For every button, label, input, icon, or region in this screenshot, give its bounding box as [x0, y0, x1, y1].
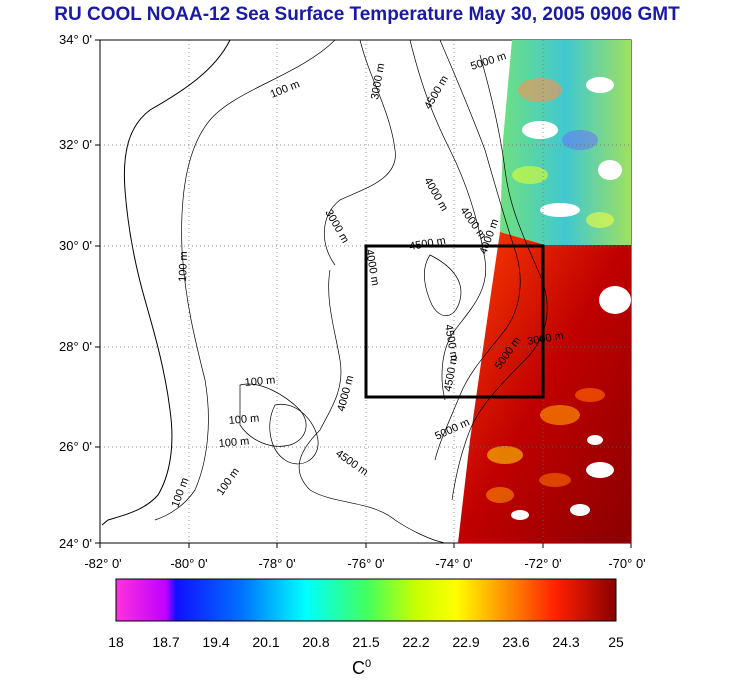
lat-tick-label: 28° 0' [59, 339, 92, 354]
colorbar-label: 21.5 [352, 634, 379, 650]
latitude-labels: 34° 0' 32° 0' 30° 0' 28° 0' 26° 0' 24° 0… [59, 32, 92, 551]
study-area-box [364, 244, 545, 399]
contour-label: 100 m [218, 435, 250, 450]
unit-letter: C [352, 658, 365, 678]
longitude-labels: -82° 0' -80° 0' -78° 0' -76° 0' -74° 0' … [84, 556, 645, 571]
lat-tick-label: 26° 0' [59, 439, 92, 454]
colorbar-label: 25 [608, 634, 624, 650]
lon-tick-label: -82° 0' [84, 556, 121, 571]
unit-superscript: 0 [365, 658, 372, 670]
lon-tick-label: -70° 0' [608, 556, 645, 571]
colorbar-labels: 18 18.7 19.4 20.1 20.8 21.5 22.2 22.9 23… [108, 634, 624, 650]
lon-tick-label: -76° 0' [347, 556, 384, 571]
colorbar-label: 18.7 [152, 634, 179, 650]
lat-tick-label: 24° 0' [59, 536, 92, 551]
contour-label: 100 m [177, 251, 190, 282]
isobath-4500m [434, 40, 521, 461]
lat-tick-label: 32° 0' [59, 137, 92, 152]
map-title: RU COOL NOAA-12 Sea Surface Temperature … [54, 4, 680, 25]
isobath-5000m [451, 54, 548, 501]
contour-label: 100 m [244, 374, 276, 389]
isobath-4000m [409, 40, 487, 401]
isobath-100m [154, 40, 336, 521]
contour-label: 100 m [228, 412, 260, 427]
sst-texture [486, 78, 614, 503]
isobath-4500m-loop [424, 254, 462, 316]
colorbar [115, 578, 617, 622]
bahamas-bank [298, 269, 446, 543]
lat-tick-label: 30° 0' [59, 238, 92, 253]
colorbar-unit: C0 [352, 658, 371, 679]
colorbar-label: 22.9 [452, 634, 479, 650]
colorbar-label: 18 [108, 634, 124, 650]
coastline [101, 40, 231, 526]
colorbar-label: 20.1 [252, 634, 279, 650]
colorbar-label: 23.6 [502, 634, 529, 650]
lon-tick-label: -78° 0' [258, 556, 295, 571]
lon-tick-label: -80° 0' [170, 556, 207, 571]
lat-tick-label: 34° 0' [59, 32, 92, 47]
cloud-patches [511, 77, 631, 520]
colorbar-label: 20.8 [302, 634, 329, 650]
lon-tick-label: -74° 0' [435, 556, 472, 571]
lon-tick-label: -72° 0' [524, 556, 561, 571]
isobath-3000m [323, 40, 396, 266]
colorbar-label: 19.4 [202, 634, 229, 650]
colorbar-label: 22.2 [402, 634, 429, 650]
graticule [100, 40, 631, 543]
bahamas-bank-inner [239, 383, 307, 447]
frame-ticks [95, 39, 632, 548]
bahamas-bank-inner [269, 403, 319, 465]
colorbar-label: 24.3 [552, 634, 579, 650]
